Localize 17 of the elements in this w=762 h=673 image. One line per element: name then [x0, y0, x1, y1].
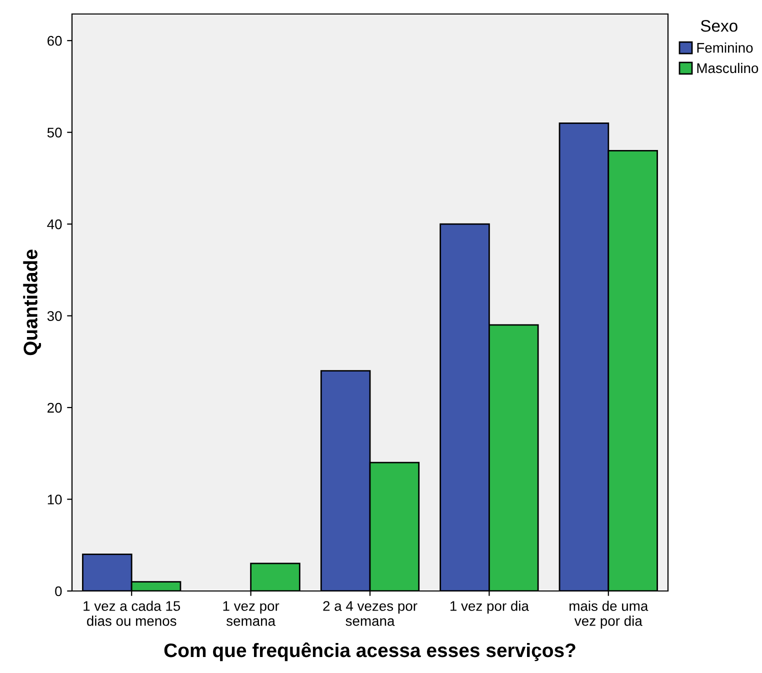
- legend-label: Feminino: [697, 42, 753, 53]
- x-tick-label: 1 vez por dia: [450, 600, 529, 614]
- y-tick-label: 60: [48, 36, 62, 46]
- y-axis-title: Quantidade: [23, 250, 42, 356]
- legend-label: Masculino: [697, 62, 758, 74]
- y-tick-label: 40: [47, 219, 62, 230]
- x-tick-label: 1 vez por semana: [223, 601, 280, 626]
- y-tick-label: 50: [47, 128, 62, 138]
- x-axis-title: Com que frequência acessa esses serviços?: [164, 642, 576, 662]
- y-tick-label: 20: [48, 402, 62, 413]
- x-tick-label: 1 vez a cada 15 dias ou menos: [84, 600, 180, 626]
- y-tick-label: 30: [47, 311, 62, 321]
- x-tick-label: 2 a 4 vezes por semana: [323, 601, 418, 626]
- y-tick-label: 10: [48, 494, 62, 504]
- x-tick-label: mais de uma vez por dia: [570, 600, 648, 629]
- legend-title: Sexo: [700, 20, 738, 32]
- y-tick-label: 0: [55, 586, 62, 596]
